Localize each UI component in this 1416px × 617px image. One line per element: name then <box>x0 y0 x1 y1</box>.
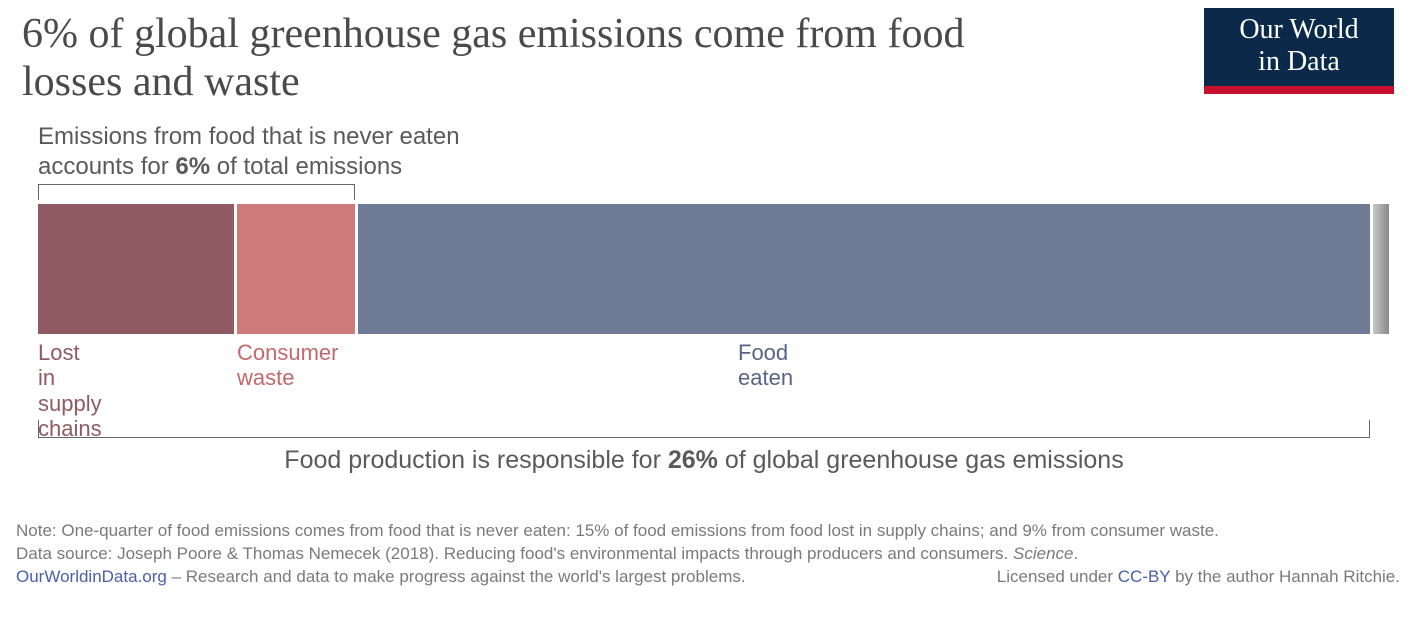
top-bracket <box>38 184 355 200</box>
chart-subtitle: Emissions from food that is never eaten … <box>38 122 460 182</box>
owid-logo-line1: Our World <box>1239 14 1358 45</box>
footnote-bottom-row: OurWorldinData.org – Research and data t… <box>16 566 1400 589</box>
owid-link[interactable]: OurWorldinData.org <box>16 567 167 586</box>
label-consumer-waste: Consumerwaste <box>237 340 338 391</box>
chart-canvas: 6% of global greenhouse gas emissions co… <box>0 0 1416 617</box>
bottom-caption-pre: Food production is responsible for <box>284 446 668 474</box>
owid-logo-line2: in Data <box>1258 46 1340 77</box>
owid-logo-text: Our World in Data <box>1204 8 1394 86</box>
segment-lost-supply <box>38 204 234 334</box>
chart-title: 6% of global greenhouse gas emissions co… <box>22 10 1022 107</box>
segment-tail <box>1373 204 1389 334</box>
label-food-eaten: Food eaten <box>738 340 793 391</box>
subtitle-line2-pre: accounts for <box>38 153 175 180</box>
bottom-caption-bold: 26% <box>668 446 718 474</box>
footnote-license: Licensed under CC-BY by the author Hanna… <box>997 566 1400 589</box>
footnote-site: OurWorldinData.org – Research and data t… <box>16 566 746 589</box>
license-link[interactable]: CC-BY <box>1118 567 1171 586</box>
bottom-caption-post: of global greenhouse gas emissions <box>718 446 1124 474</box>
stacked-bar <box>38 204 1389 334</box>
owid-logo: Our World in Data <box>1204 8 1394 94</box>
segment-food-eaten <box>358 204 1370 334</box>
footnote-source: Data source: Joseph Poore & Thomas Nemec… <box>16 543 1400 566</box>
segment-consumer-waste <box>237 204 355 334</box>
subtitle-line1: Emissions from food that is never eaten <box>38 123 460 150</box>
subtitle-line2-bold: 6% <box>175 153 210 180</box>
footnote-note: Note: One-quarter of food emissions come… <box>16 520 1400 543</box>
footnotes: Note: One-quarter of food emissions come… <box>16 520 1400 589</box>
subtitle-line2-post: of total emissions <box>210 153 402 180</box>
bottom-bracket <box>38 420 1370 438</box>
bottom-caption: Food production is responsible for 26% o… <box>38 446 1370 475</box>
owid-logo-accent <box>1204 86 1394 94</box>
